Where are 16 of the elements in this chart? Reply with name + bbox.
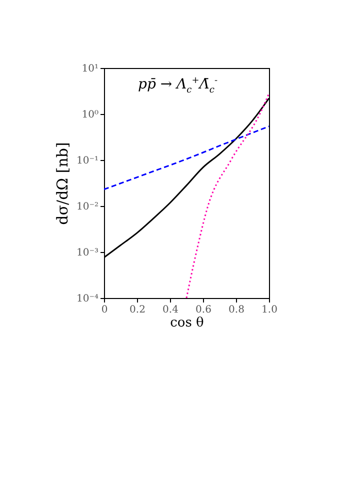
x-tick-label: 1.0 bbox=[262, 304, 278, 316]
y-tick-label: 10⁻¹ bbox=[76, 156, 98, 166]
x-tick-label: 0 bbox=[101, 304, 108, 316]
x-tick-label: 0.6 bbox=[196, 304, 212, 316]
line-series bbox=[186, 92, 269, 298]
line-series bbox=[104, 126, 269, 190]
y-tick-label: 10⁻⁴ bbox=[76, 294, 98, 304]
x-tick-label: 0.4 bbox=[162, 304, 178, 316]
y-axis-title: dσ/dΩ [nb] bbox=[53, 142, 72, 225]
x-axis-title: cos θ bbox=[170, 316, 204, 330]
y-tick-label: 10⁻² bbox=[76, 202, 98, 212]
y-tick-label: 10⁻³ bbox=[76, 248, 98, 258]
y-tick-label: 10⁰ bbox=[82, 110, 98, 120]
x-tick-label: 0.2 bbox=[130, 304, 146, 316]
x-tick-label: 0.8 bbox=[228, 304, 244, 316]
y-tick-label: 10¹ bbox=[82, 64, 98, 74]
